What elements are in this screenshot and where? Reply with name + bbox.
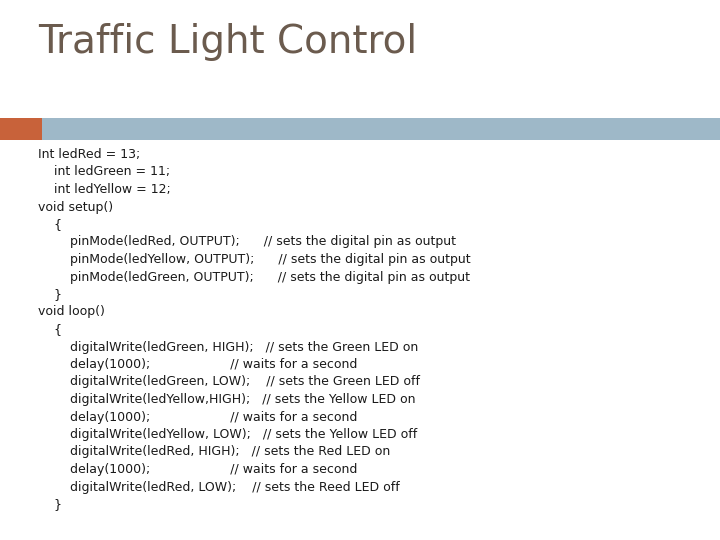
Text: digitalWrite(ledRed, LOW);    // sets the Reed LED off: digitalWrite(ledRed, LOW); // sets the R… [38, 481, 400, 494]
Text: void loop(): void loop() [38, 306, 105, 319]
Text: delay(1000);                    // waits for a second: delay(1000); // waits for a second [38, 358, 357, 371]
Text: Traffic Light Control: Traffic Light Control [38, 23, 417, 61]
Text: digitalWrite(ledGreen, LOW);    // sets the Green LED off: digitalWrite(ledGreen, LOW); // sets the… [38, 375, 420, 388]
Text: }: } [38, 288, 62, 301]
Text: digitalWrite(ledRed, HIGH);   // sets the Red LED on: digitalWrite(ledRed, HIGH); // sets the … [38, 446, 390, 458]
Text: {: { [38, 323, 62, 336]
Text: digitalWrite(ledYellow,HIGH);   // sets the Yellow LED on: digitalWrite(ledYellow,HIGH); // sets th… [38, 393, 415, 406]
Text: Int ledRed = 13;: Int ledRed = 13; [38, 148, 140, 161]
Text: int ledGreen = 11;: int ledGreen = 11; [38, 165, 170, 179]
Text: delay(1000);                    // waits for a second: delay(1000); // waits for a second [38, 410, 357, 423]
Bar [0, 118, 42, 140]
Text: pinMode(ledGreen, OUTPUT);      // sets the digital pin as output: pinMode(ledGreen, OUTPUT); // sets the d… [38, 271, 470, 284]
Text: delay(1000);                    // waits for a second: delay(1000); // waits for a second [38, 463, 357, 476]
Text: digitalWrite(ledGreen, HIGH);   // sets the Green LED on: digitalWrite(ledGreen, HIGH); // sets th… [38, 341, 418, 354]
Text: digitalWrite(ledYellow, LOW);   // sets the Yellow LED off: digitalWrite(ledYellow, LOW); // sets th… [38, 428, 418, 441]
Bar [42, 118, 720, 140]
Text: {: { [38, 218, 62, 231]
Text: pinMode(ledRed, OUTPUT);      // sets the digital pin as output: pinMode(ledRed, OUTPUT); // sets the dig… [38, 235, 456, 248]
Text: }: } [38, 498, 62, 511]
Text: void setup(): void setup() [38, 200, 113, 213]
Text: int ledYellow = 12;: int ledYellow = 12; [38, 183, 171, 196]
Text: pinMode(ledYellow, OUTPUT);      // sets the digital pin as output: pinMode(ledYellow, OUTPUT); // sets the … [38, 253, 471, 266]
